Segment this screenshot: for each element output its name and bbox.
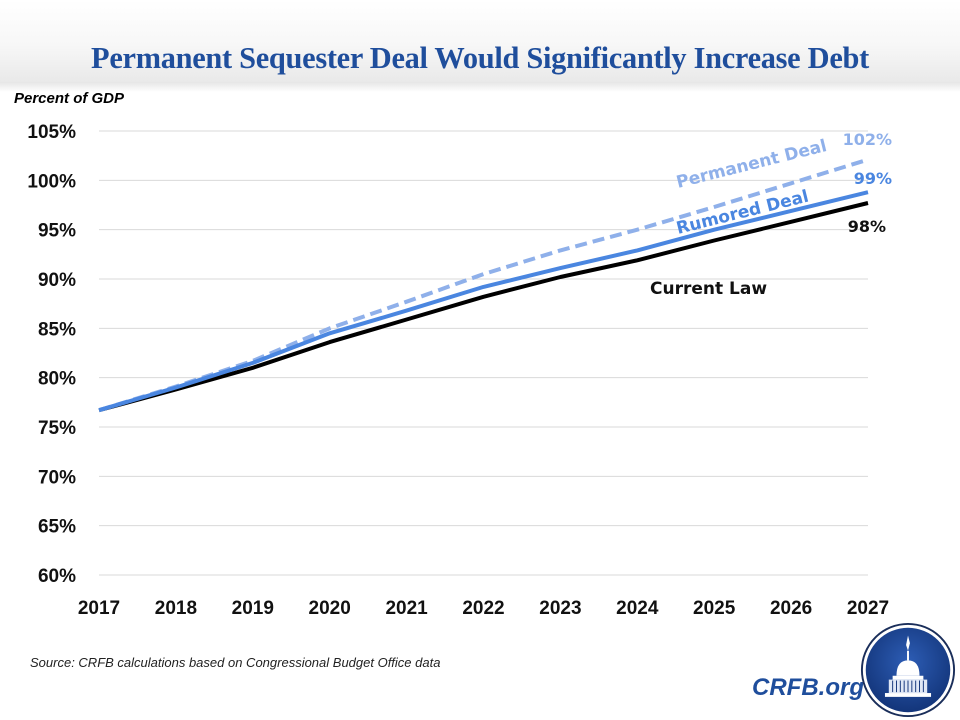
end-value-label-current-law: 98% xyxy=(848,217,886,236)
x-tick-label: 2025 xyxy=(693,598,736,619)
series-line-current-law xyxy=(98,201,869,413)
series-name-label-current-law: Current Law xyxy=(650,279,767,299)
x-tick-label: 2023 xyxy=(539,598,581,619)
x-tick-label: 2022 xyxy=(462,598,504,619)
header-band xyxy=(0,0,960,83)
y-tick-label: 80% xyxy=(38,369,76,390)
y-tick-label: 105% xyxy=(27,122,76,143)
end-value-label-permanent-deal: 102% xyxy=(843,130,892,149)
x-tick-label: 2020 xyxy=(309,598,351,619)
series-line-rumored-deal xyxy=(98,190,869,413)
y-axis-ticks: 60% 65% 70% 75% 80% 85% 90% 95% 100% 105% xyxy=(27,122,76,587)
capitol-dome-seal-icon xyxy=(860,622,956,718)
y-tick-label: 85% xyxy=(38,319,76,340)
x-tick-label: 2017 xyxy=(78,598,120,619)
y-tick-label: 60% xyxy=(38,566,76,587)
x-tick-label: 2018 xyxy=(155,598,197,619)
x-axis-ticks: 2017 2018 2019 2020 2021 2022 2023 2024 2025 2026… xyxy=(78,598,889,619)
x-tick-label: 2026 xyxy=(770,598,812,619)
y-tick-label: 70% xyxy=(38,467,76,488)
chart-title: Permanent Sequester Deal Would Significa… xyxy=(91,40,869,75)
y-tick-label: 65% xyxy=(38,517,76,538)
series-name-label-permanent-deal: Permanent Deal xyxy=(674,136,829,193)
y-tick-label: 95% xyxy=(38,221,76,242)
x-tick-label: 2024 xyxy=(616,598,659,619)
y-axis-label: Percent of GDP xyxy=(14,90,125,107)
source-note: Source: CRFB calculations based on Congr… xyxy=(30,655,441,670)
gridlines xyxy=(99,130,868,576)
y-tick-label: 90% xyxy=(38,270,76,291)
x-tick-label: 2021 xyxy=(385,598,428,619)
header-shadow xyxy=(0,82,960,92)
y-tick-label: 100% xyxy=(27,171,76,192)
x-tick-label: 2019 xyxy=(232,598,274,619)
y-tick-label: 75% xyxy=(38,418,76,439)
series-lines xyxy=(98,157,869,413)
end-value-label-rumored-deal: 99% xyxy=(854,169,892,188)
brand-link[interactable]: CRFB.org xyxy=(752,674,864,701)
x-tick-label: 2027 xyxy=(847,598,889,619)
